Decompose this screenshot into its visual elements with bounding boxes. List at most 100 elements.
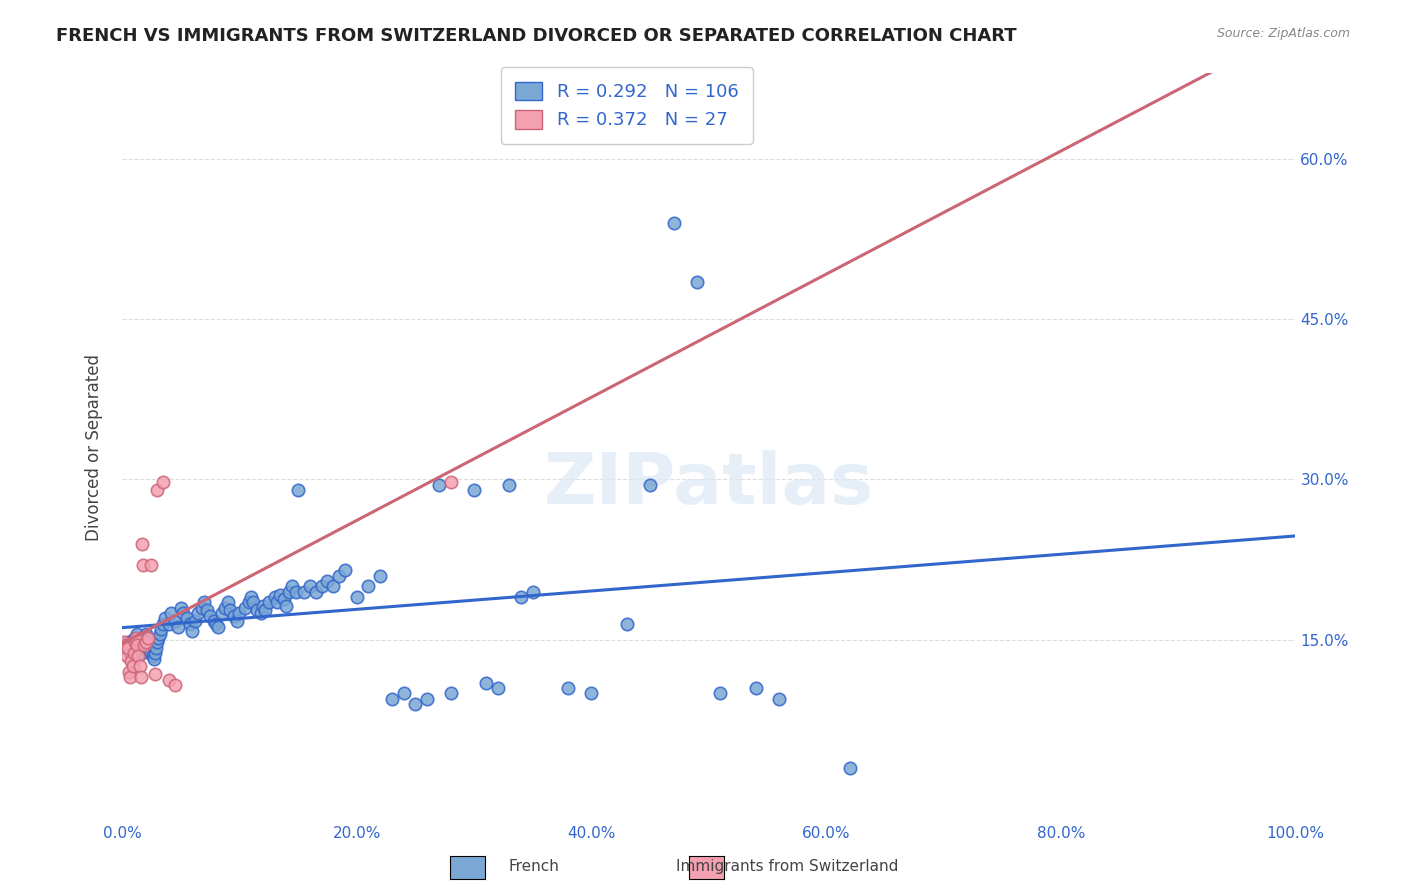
Point <box>207 620 229 634</box>
Point <box>744 681 766 695</box>
Point <box>136 631 159 645</box>
Point <box>184 614 207 628</box>
Point <box>125 635 148 649</box>
Point <box>179 616 201 631</box>
Point <box>146 483 169 497</box>
Point <box>121 659 143 673</box>
Point <box>149 622 172 636</box>
Point <box>160 606 183 620</box>
Text: French: French <box>509 859 560 874</box>
Point <box>117 641 139 656</box>
Point <box>346 590 368 604</box>
Point <box>292 584 315 599</box>
Point <box>195 603 218 617</box>
Point <box>124 635 146 649</box>
Point <box>266 595 288 609</box>
Point <box>392 686 415 700</box>
Point <box>129 670 152 684</box>
Point <box>148 631 170 645</box>
Point <box>170 600 193 615</box>
Point <box>322 579 344 593</box>
Point <box>463 483 485 497</box>
Point <box>281 579 304 593</box>
Point <box>134 627 156 641</box>
Point <box>117 635 139 649</box>
Point <box>134 632 156 647</box>
Point <box>498 477 520 491</box>
Point <box>120 641 142 656</box>
Point <box>581 686 603 700</box>
Point <box>333 563 356 577</box>
Point <box>141 558 163 572</box>
Point <box>416 691 439 706</box>
Point <box>124 631 146 645</box>
Point <box>127 627 149 641</box>
Point <box>238 595 260 609</box>
Point <box>125 631 148 645</box>
Point <box>145 641 167 656</box>
Text: Source: ZipAtlas.com: Source: ZipAtlas.com <box>1216 27 1350 40</box>
Point <box>163 678 186 692</box>
Point <box>142 648 165 663</box>
Point <box>132 558 155 572</box>
Point <box>157 616 180 631</box>
Y-axis label: Divorced or Separated: Divorced or Separated <box>86 354 103 541</box>
Point <box>122 646 145 660</box>
Point <box>522 584 544 599</box>
Point <box>475 675 498 690</box>
Point <box>439 475 461 489</box>
Point <box>132 638 155 652</box>
Point <box>298 579 321 593</box>
Point <box>127 648 149 663</box>
Text: ZIPatlas: ZIPatlas <box>544 450 873 519</box>
Point <box>486 681 509 695</box>
Point <box>152 475 174 489</box>
Point <box>228 606 250 620</box>
Point <box>149 627 172 641</box>
Point <box>427 477 450 491</box>
Point <box>316 574 339 588</box>
Point <box>240 590 263 604</box>
Point <box>287 483 309 497</box>
Point <box>226 614 249 628</box>
Point <box>214 600 236 615</box>
Text: Immigrants from Switzerland: Immigrants from Switzerland <box>676 859 898 874</box>
Point <box>187 606 209 620</box>
Point <box>439 686 461 700</box>
Point <box>263 590 285 604</box>
Legend: R = 0.292   N = 106, R = 0.372   N = 27: R = 0.292 N = 106, R = 0.372 N = 27 <box>501 67 752 144</box>
Point <box>152 616 174 631</box>
Point <box>357 579 380 593</box>
Point <box>114 638 136 652</box>
Point <box>242 595 264 609</box>
Point <box>269 588 291 602</box>
Point <box>233 600 256 615</box>
Point <box>328 568 350 582</box>
Point <box>127 638 149 652</box>
Point <box>191 600 214 615</box>
Point <box>205 616 228 631</box>
Point <box>368 568 391 582</box>
Point <box>557 681 579 695</box>
Point <box>155 611 177 625</box>
Point <box>222 609 245 624</box>
Point <box>838 761 860 775</box>
Point <box>122 638 145 652</box>
Point <box>181 624 204 639</box>
Point <box>157 673 180 688</box>
Point <box>128 635 150 649</box>
Point <box>131 536 153 550</box>
Point <box>143 646 166 660</box>
Point <box>277 584 299 599</box>
Point <box>176 611 198 625</box>
Point <box>638 477 661 491</box>
Point <box>273 592 295 607</box>
Point <box>252 599 274 613</box>
Point <box>128 659 150 673</box>
Point <box>135 635 157 649</box>
Point <box>311 579 333 593</box>
Point <box>193 595 215 609</box>
Point <box>139 643 162 657</box>
Point <box>138 638 160 652</box>
Point <box>118 665 141 679</box>
